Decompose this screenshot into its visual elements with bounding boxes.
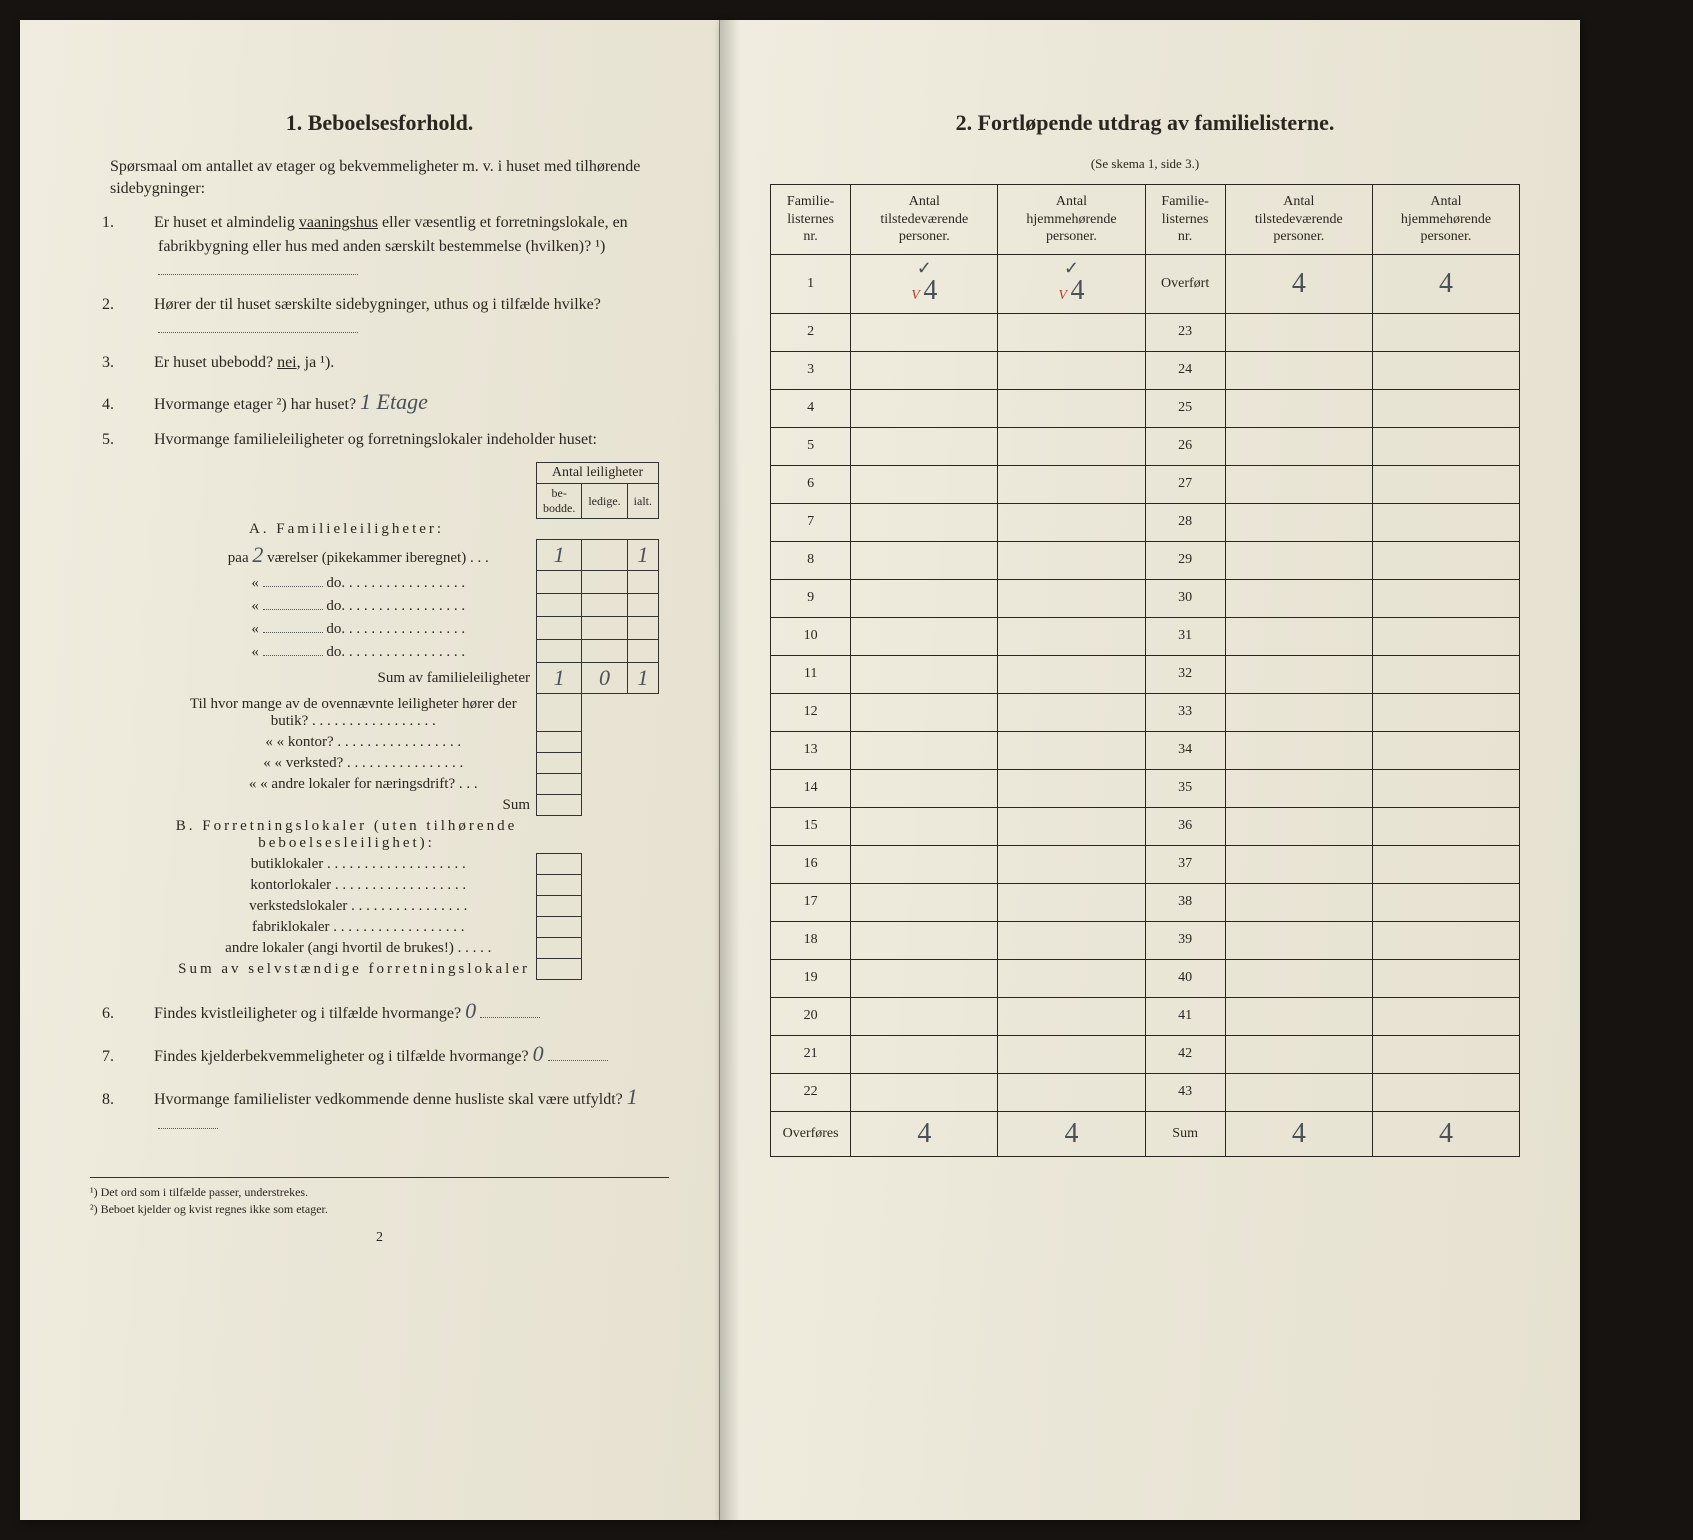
left-page: 1. Beboelsesforhold. Spørsmaal om antall… xyxy=(20,20,720,1520)
table-a: Antal leiligheter be- bodde. ledige. ial… xyxy=(157,462,659,980)
section-1-title: 1. Beboelsesforhold. xyxy=(90,110,669,136)
q2-blank xyxy=(158,319,358,333)
q6: 6.Findes kvistleiligheter og i tilfælde … xyxy=(130,994,669,1027)
table-row: 1334 xyxy=(771,731,1520,769)
table-row: 1435 xyxy=(771,769,1520,807)
q1: 1.Er huset et almindelig vaaningshus ell… xyxy=(130,211,669,283)
table-row: 1839 xyxy=(771,921,1520,959)
table-row: 1233 xyxy=(771,693,1520,731)
table-row: 2142 xyxy=(771,1035,1520,1073)
questions-6-8: 6.Findes kvistleiligheter og i tilfælde … xyxy=(130,994,669,1137)
right-page: 2. Fortløpende utdrag av familielisterne… xyxy=(720,20,1580,1520)
table-row: 1✓V 4✓V 4Overført44 xyxy=(771,254,1520,313)
q3: 3.Er huset ubebodd? nei, ja ¹). xyxy=(130,351,669,375)
document-spread: 1. Beboelsesforhold. Spørsmaal om antall… xyxy=(20,20,1673,1520)
table-row: 2041 xyxy=(771,997,1520,1035)
q4-handwriting: 1 Etage xyxy=(360,389,428,414)
table-row: 1637 xyxy=(771,845,1520,883)
table-row: 930 xyxy=(771,579,1520,617)
table-row: 425 xyxy=(771,389,1520,427)
footnotes: ¹) Det ord som i tilfælde passer, unders… xyxy=(90,1177,669,1218)
intro-text: Spørsmaal om antallet av etager og bekve… xyxy=(110,156,669,199)
q4: 4.Hvormange etager ²) har huset? 1 Etage xyxy=(130,385,669,418)
table-row: 324 xyxy=(771,351,1520,389)
table-row: 1132 xyxy=(771,655,1520,693)
table-row: 526 xyxy=(771,427,1520,465)
table-row: 1940 xyxy=(771,959,1520,997)
rooms-hand: 2 xyxy=(252,542,263,567)
q8: 8.Hvormange familielister vedkommende de… xyxy=(130,1080,669,1137)
questions-list: 1.Er huset et almindelig vaaningshus ell… xyxy=(130,211,669,452)
extract-table: Familie- listernes nr. Antal tilstedevær… xyxy=(770,184,1520,1157)
q7: 7.Findes kjelderbekvemmeligheter og i ti… xyxy=(130,1037,669,1070)
table-row: 2243 xyxy=(771,1073,1520,1111)
q5: 5.Hvormange familieleiligheter og forret… xyxy=(130,428,669,452)
table-row: 1738 xyxy=(771,883,1520,921)
table-row: 627 xyxy=(771,465,1520,503)
page-number-left: 2 xyxy=(90,1230,669,1246)
section-2-caption: (Se skema 1, side 3.) xyxy=(770,156,1520,172)
q1-blank xyxy=(158,261,358,275)
table-row: 829 xyxy=(771,541,1520,579)
table-row: 1536 xyxy=(771,807,1520,845)
table-row: 728 xyxy=(771,503,1520,541)
table-row: 223 xyxy=(771,313,1520,351)
q2: 2.Hører der til huset særskilte sidebygn… xyxy=(130,293,669,341)
section-2-title: 2. Fortløpende utdrag av familielisterne… xyxy=(770,110,1520,136)
table-row: 1031 xyxy=(771,617,1520,655)
